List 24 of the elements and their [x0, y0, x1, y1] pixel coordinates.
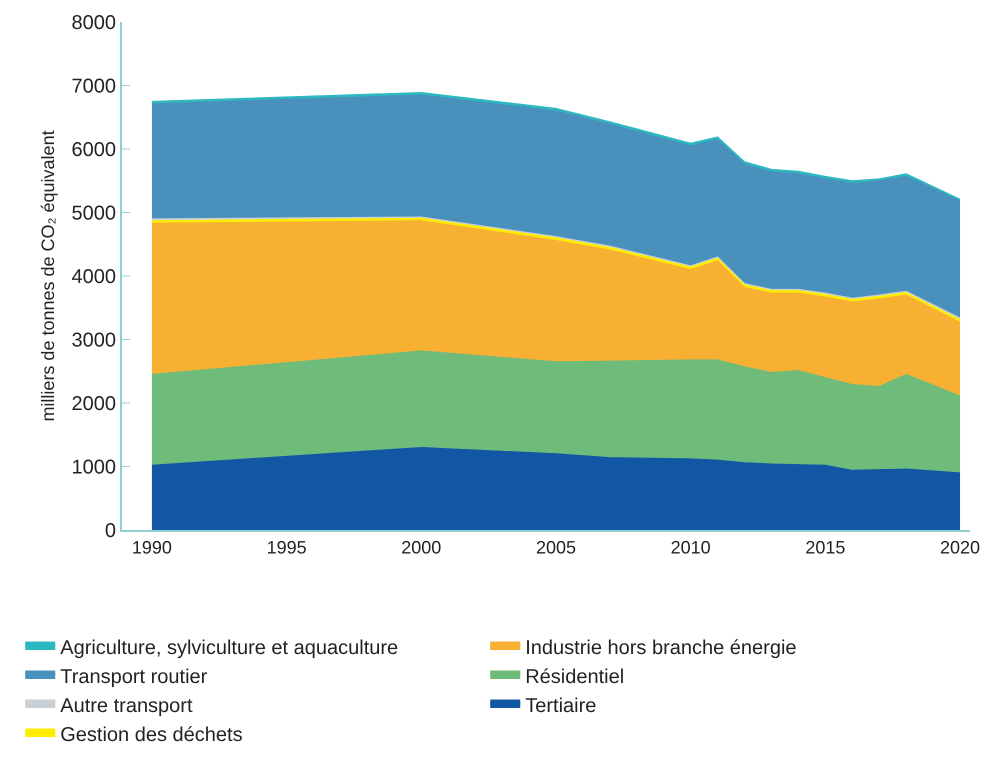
x-tick-label: 1990: [132, 538, 172, 558]
legend-label: Résidentiel: [525, 666, 624, 688]
y-tick-label: 6000: [72, 139, 116, 161]
x-tick-label: 1995: [266, 538, 307, 558]
legend-label: Agriculture, sylviculture et aquaculture: [60, 636, 398, 659]
y-tick-label: 4000: [72, 266, 116, 288]
y-tick-label: 3000: [72, 330, 116, 352]
y-tick-label: 2000: [72, 393, 116, 415]
y-tick-label: 5000: [72, 202, 116, 224]
legend-label: Autre transport: [60, 694, 193, 717]
y-tick-label: 8000: [72, 12, 116, 34]
y-tick-label: 7000: [72, 76, 116, 98]
x-tick-label: 2010: [670, 538, 711, 558]
y-axis-title: milliers de tonnes de CO₂ équivalent: [38, 130, 58, 422]
y-tick-label: 0: [104, 520, 116, 542]
legend-label: Gestion des déchets: [60, 724, 243, 746]
x-tick-label: 2015: [805, 538, 846, 558]
x-tick-label: 2020: [940, 538, 980, 558]
legend-label: Industrie hors branche énergie: [525, 636, 797, 659]
legend-label: Tertiaire: [525, 694, 596, 717]
x-tick-label: 2005: [536, 538, 576, 558]
x-tick-label: 2000: [401, 538, 442, 558]
legend-label: Transport routier: [60, 666, 208, 688]
y-tick-label: 1000: [72, 456, 116, 478]
